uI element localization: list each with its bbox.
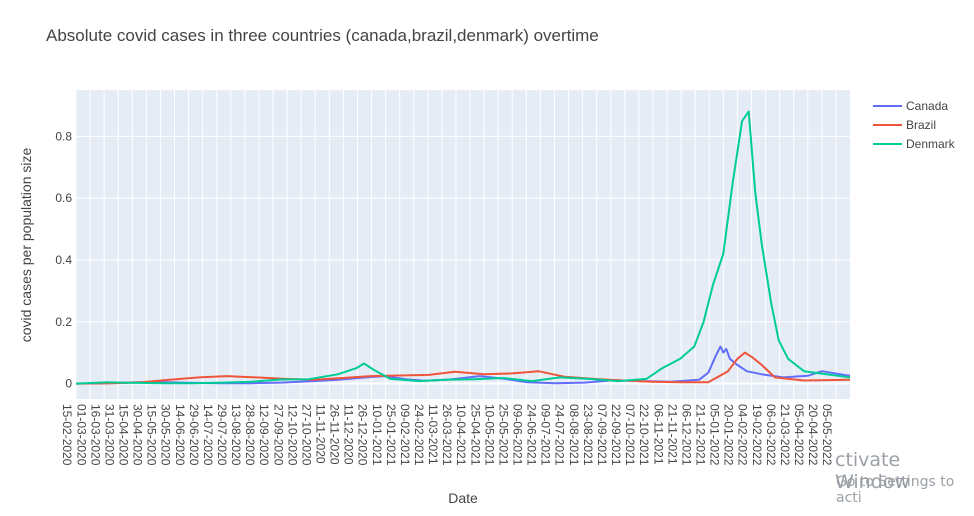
x-tick-label: 19-02-2022 bbox=[750, 404, 764, 466]
x-tick-label: 11-11-2020 bbox=[314, 404, 328, 464]
legend-item-canada[interactable]: Canada bbox=[873, 99, 948, 113]
y-tick-label: 0.2 bbox=[55, 315, 72, 329]
x-tick-label: 05-01-2022 bbox=[708, 404, 722, 466]
x-tick-label: 09-07-2021 bbox=[539, 404, 553, 466]
x-tick-label: 22-09-2021 bbox=[609, 404, 623, 466]
legend-label: Canada bbox=[906, 99, 948, 113]
x-tick-label: 08-08-2021 bbox=[567, 404, 581, 466]
y-tick-label: 0.8 bbox=[55, 129, 72, 143]
chart-title: Absolute covid cases in three countries … bbox=[46, 26, 599, 45]
x-tick-label: 25-05-2021 bbox=[496, 404, 510, 466]
x-tick-label: 04-02-2022 bbox=[736, 404, 750, 466]
legend[interactable]: Canada Brazil Denmark bbox=[873, 99, 956, 151]
series-line-brazil[interactable] bbox=[75, 351, 851, 385]
series-line-canada[interactable] bbox=[75, 345, 851, 385]
x-tick-label: 25-01-2021 bbox=[384, 404, 398, 466]
x-tick-label: 20-04-2022 bbox=[806, 404, 820, 466]
x-tick-label: 06-11-2021 bbox=[651, 404, 665, 465]
x-tick-label: 27-10-2020 bbox=[299, 404, 313, 466]
x-tick-label: 07-10-2021 bbox=[623, 404, 637, 466]
activation-watermark-subtitle: Go to Settings to acti bbox=[836, 474, 955, 506]
legend-item-denmark[interactable]: Denmark bbox=[873, 137, 956, 151]
x-tick-label: 06-03-2022 bbox=[764, 404, 778, 466]
x-tick-label: 10-04-2021 bbox=[454, 404, 468, 466]
x-tick-label: 22-10-2021 bbox=[637, 404, 651, 466]
series-lines bbox=[75, 110, 851, 385]
x-tick-label: 06-12-2021 bbox=[679, 404, 693, 466]
x-tick-label: 21-12-2021 bbox=[693, 404, 707, 466]
y-axis-title: covid cases per population size bbox=[18, 148, 34, 343]
x-tick-label: 09-06-2021 bbox=[511, 404, 525, 466]
x-tick-label: 29-07-2020 bbox=[215, 404, 229, 466]
x-tick-label: 21-03-2022 bbox=[778, 404, 792, 466]
grid bbox=[75, 90, 850, 399]
x-axis-ticks: 15-02-2020 01-03-2020 16-03-2020 31-03-2020… bbox=[60, 404, 834, 466]
activation-watermark-title: ctivate Window bbox=[835, 449, 910, 493]
x-tick-label: 05-04-2022 bbox=[792, 404, 806, 466]
x-tick-label: 15-02-2020 bbox=[60, 404, 74, 466]
x-tick-label: 12-09-2020 bbox=[257, 404, 271, 466]
x-tick-label: 15-04-2020 bbox=[116, 404, 130, 466]
legend-label: Brazil bbox=[906, 118, 936, 132]
x-tick-label: 26-03-2021 bbox=[440, 404, 454, 466]
x-tick-label: 10-01-2021 bbox=[370, 404, 384, 466]
x-tick-label: 20-01-2022 bbox=[722, 404, 736, 466]
x-tick-label: 26-11-2020 bbox=[328, 404, 342, 465]
x-tick-label: 13-08-2020 bbox=[229, 404, 243, 466]
x-tick-label: 11-03-2021 bbox=[426, 404, 440, 465]
x-tick-label: 30-05-2020 bbox=[159, 404, 173, 466]
x-tick-label: 15-05-2020 bbox=[145, 404, 159, 466]
x-tick-label: 10-05-2021 bbox=[482, 404, 496, 466]
x-tick-label: 26-12-2020 bbox=[356, 404, 370, 466]
x-tick-label: 14-06-2020 bbox=[173, 404, 187, 466]
x-tick-label: 07-09-2021 bbox=[595, 404, 609, 466]
x-tick-label: 25-04-2021 bbox=[468, 404, 482, 466]
x-tick-label: 30-04-2020 bbox=[131, 404, 145, 466]
x-tick-label: 09-02-2021 bbox=[398, 404, 412, 466]
legend-label: Denmark bbox=[906, 137, 956, 151]
y-axis-ticks: 0 0.2 0.4 0.6 0.8 bbox=[55, 129, 72, 390]
legend-item-brazil[interactable]: Brazil bbox=[873, 118, 936, 132]
x-tick-label: 14-07-2020 bbox=[201, 404, 215, 466]
x-tick-label: 12-10-2020 bbox=[285, 404, 299, 466]
series-line-denmark[interactable] bbox=[75, 110, 851, 385]
x-tick-label: 21-11-2021 bbox=[665, 404, 679, 465]
x-tick-label: 11-12-2020 bbox=[342, 404, 356, 465]
y-tick-label: 0.4 bbox=[55, 253, 72, 267]
x-tick-label: 05-05-2022 bbox=[820, 404, 834, 466]
y-tick-label: 0.6 bbox=[55, 191, 72, 205]
x-tick-label: 24-07-2021 bbox=[553, 404, 567, 466]
x-tick-label: 23-08-2021 bbox=[581, 404, 595, 466]
x-tick-label: 24-02-2021 bbox=[412, 404, 426, 466]
x-tick-label: 29-06-2020 bbox=[187, 404, 201, 466]
x-tick-label: 16-03-2020 bbox=[88, 404, 102, 466]
x-axis-title: Date bbox=[448, 490, 478, 506]
x-tick-label: 24-06-2021 bbox=[525, 404, 539, 466]
x-tick-label: 01-03-2020 bbox=[74, 404, 88, 466]
x-tick-label: 31-03-2020 bbox=[102, 404, 116, 466]
y-tick-label: 0 bbox=[65, 377, 72, 391]
x-tick-label: 27-09-2020 bbox=[271, 404, 285, 466]
x-tick-label: 28-08-2020 bbox=[243, 404, 257, 466]
